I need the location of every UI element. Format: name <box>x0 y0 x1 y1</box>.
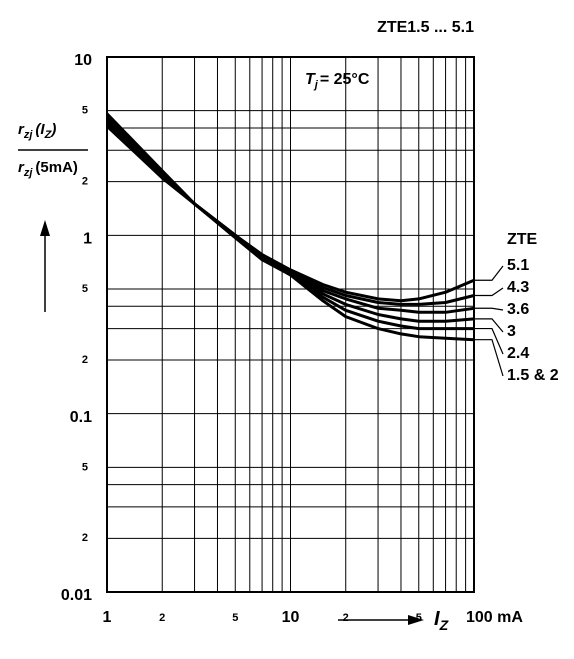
x-label: IZ <box>434 608 449 632</box>
y-tick-label: 2 <box>82 532 88 544</box>
y-arrow-head <box>40 220 50 236</box>
y-tick-label: 2 <box>82 176 88 188</box>
legend-leader <box>474 287 504 297</box>
plot-frame <box>106 56 475 593</box>
x-tick-label: 5 <box>416 612 422 624</box>
x-tick-label: 5 <box>232 612 238 624</box>
legend-leader <box>474 327 504 355</box>
y-label-sub: zj <box>23 129 34 141</box>
y-label-numerator: rzj (IZ) <box>18 121 56 141</box>
x-tick-label: 2 <box>343 612 349 624</box>
y-label-sub: zj <box>23 167 34 179</box>
y-tick-label: 5 <box>82 461 88 473</box>
legend-label: 2.4 <box>507 345 529 362</box>
y-tick-label: 5 <box>82 283 88 295</box>
y-tick-label: 2 <box>82 354 88 366</box>
x-tick-label: 100 mA <box>466 609 523 626</box>
legend-leader <box>474 307 504 311</box>
annotation-symbol: T <box>305 71 316 88</box>
y-tick-label: 0.1 <box>70 409 92 426</box>
y-tick-label: 10 <box>74 52 92 69</box>
legend-leader <box>474 318 504 333</box>
legend-title: ZTE <box>507 231 538 248</box>
legend-leader <box>474 339 504 377</box>
y-label-arg: (I <box>35 121 45 138</box>
y-label-symbol: r <box>18 121 25 138</box>
legend-label: 3 <box>507 323 516 340</box>
y-label-arg: (5mA) <box>35 159 78 176</box>
legend-label: 4.3 <box>507 279 529 296</box>
x-tick-label: 2 <box>159 612 165 624</box>
legend-label: 3.6 <box>507 301 529 318</box>
annotation-sub: j <box>313 79 319 91</box>
y-label-close: ) <box>49 121 56 138</box>
y-label-symbol: r <box>18 159 25 176</box>
x-arrow-head <box>408 615 424 625</box>
y-tick-label: 0.01 <box>61 587 92 604</box>
x-label-symbol: I <box>434 608 440 630</box>
chart-title: ZTE1.5 ... 5.1 <box>377 19 474 36</box>
legend-leader <box>474 265 504 281</box>
annotation: Tj = 25°C <box>305 71 370 91</box>
legend-label: 5.1 <box>507 257 529 274</box>
x-label-sub: Z <box>439 617 449 633</box>
y-tick-label: 1 <box>83 231 92 248</box>
y-tick-label: 5 <box>82 105 88 117</box>
annotation-text: = 25°C <box>320 71 370 88</box>
x-tick-label: 1 <box>103 609 112 626</box>
y-label-arg-sub: Z <box>44 129 53 141</box>
curve <box>105 112 475 342</box>
y-label-denominator: rzj (5mA) <box>18 159 78 179</box>
legend-label: 1.5 & 2 <box>507 367 559 384</box>
x-tick-label: 10 <box>282 609 300 626</box>
